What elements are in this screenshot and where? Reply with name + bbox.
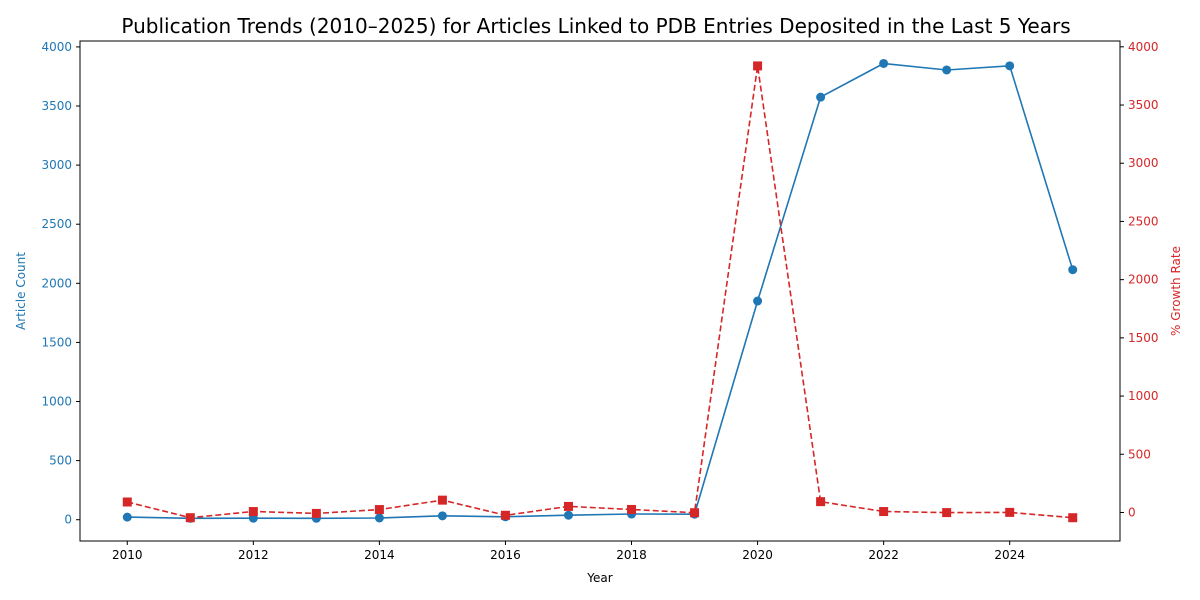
left-y-tick-label: 2000 [41, 276, 72, 290]
x-tick-label: 2022 [868, 548, 899, 562]
growth-rate-point [122, 497, 132, 507]
plot-frame [79, 40, 1121, 542]
x-tick-label: 2024 [994, 548, 1025, 562]
article-count-point [374, 513, 384, 523]
growth-rate-point [1068, 513, 1078, 523]
right-y-tick-label: 500 [1128, 447, 1151, 461]
right-y-tick-label: 4000 [1128, 40, 1159, 54]
article-count-point [1005, 61, 1015, 71]
left-y-axis-label: Article Count [14, 252, 28, 330]
article-count-point [942, 65, 952, 75]
x-tick-label: 2010 [112, 548, 143, 562]
left-y-tick-label: 4000 [41, 40, 72, 54]
x-tick-label: 2020 [742, 548, 773, 562]
left-y-tick-label: 500 [49, 454, 72, 468]
article-count-point [753, 296, 763, 306]
growth-rate-point [879, 507, 889, 517]
growth-rate-point [500, 510, 510, 520]
left-y-tick-label: 0 [64, 513, 72, 527]
article-count-point [563, 510, 573, 520]
right-y-tick-label: 3500 [1128, 98, 1159, 112]
right-y-tick-label: 1500 [1128, 331, 1159, 345]
right-y-tick-label: 2000 [1128, 273, 1159, 287]
article-count-line [127, 62, 1074, 520]
right-y-tick-label: 3000 [1128, 156, 1159, 170]
right-y-tick-label: 0 [1128, 505, 1136, 519]
x-tick-label: 2014 [364, 548, 395, 562]
growth-rate-point [753, 61, 763, 71]
article-count-point [1068, 265, 1078, 275]
growth-rate-point [816, 497, 826, 507]
left-y-tick-label: 3500 [41, 99, 72, 113]
growth-rate-point [563, 501, 573, 511]
article-count-point [437, 511, 447, 521]
x-tick-label: 2016 [490, 548, 521, 562]
right-y-tick-label: 1000 [1128, 389, 1159, 403]
left-y-tick-label: 1500 [41, 335, 72, 349]
growth-rate-point [627, 504, 637, 514]
growth-rate-line [127, 65, 1073, 519]
right-y-tick-label: 2500 [1128, 214, 1159, 228]
left-y-tick-label: 2500 [41, 217, 72, 231]
article-count-point [879, 58, 889, 68]
growth-rate-point [374, 505, 384, 515]
x-tick-label: 2018 [616, 548, 647, 562]
left-y-tick-label: 3000 [41, 158, 72, 172]
x-axis-label: Year [586, 571, 612, 585]
right-y-axis-label: % Growth Rate [1169, 246, 1183, 336]
growth-rate-point [185, 513, 195, 523]
chart-title: Publication Trends (2010–2025) for Artic… [121, 14, 1070, 38]
growth-rate-point [942, 508, 952, 518]
growth-rate-point [311, 508, 321, 518]
article-count-point [816, 92, 826, 102]
growth-rate-point [437, 495, 447, 505]
article-count-point [122, 512, 132, 522]
left-y-tick-label: 1000 [41, 395, 72, 409]
growth-rate-point [1005, 507, 1015, 517]
plot-area: 2010 2012 2014 2016 2018 2020 2022 2024 0 500 1000… [41, 40, 1158, 562]
x-tick-label: 2012 [238, 548, 269, 562]
growth-rate-point [248, 507, 258, 517]
growth-rate-point [690, 508, 700, 518]
